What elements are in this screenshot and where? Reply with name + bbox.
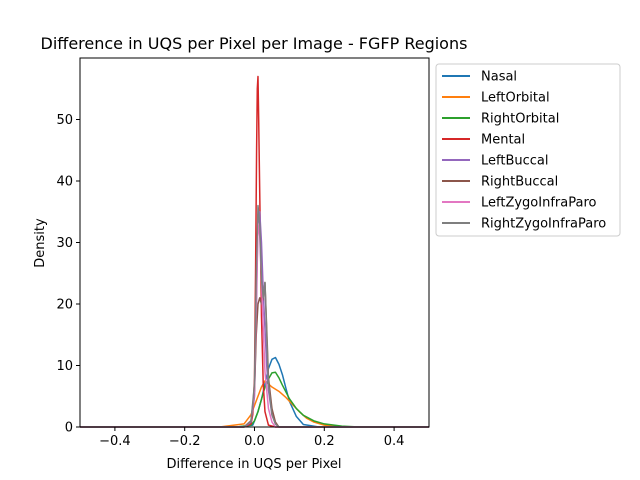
series-line-7 <box>80 204 429 428</box>
y-tick-label: 40 <box>56 175 73 190</box>
legend-box <box>435 63 621 237</box>
chart-title: Difference in UQS per Pixel per Image - … <box>41 34 468 53</box>
x-axis-label: Difference in UQS per Pixel <box>166 457 341 472</box>
legend-label-4: LeftBuccal <box>481 154 549 169</box>
x-axis: −0.4 −0.2 0.0 0.2 0.4 <box>99 427 404 449</box>
y-axis-label: Density <box>33 218 48 268</box>
legend-label-6: LeftZygoInfraParo <box>481 196 597 211</box>
y-tick-label: 0 <box>65 421 73 436</box>
x-tick-label: −0.4 <box>99 434 131 449</box>
legend-label-1: LeftOrbital <box>481 91 550 106</box>
series-line-2 <box>80 371 429 428</box>
y-axis: 0 10 20 30 40 50 <box>56 113 80 436</box>
legend-label-5: RightBuccal <box>481 175 558 190</box>
x-tick-label: 0.2 <box>314 434 335 449</box>
x-tick-label: 0.4 <box>384 434 405 449</box>
x-tick-label: −0.2 <box>169 434 201 449</box>
legend-label-7: RightZygoInfraParo <box>481 217 606 232</box>
legend-label-2: RightOrbital <box>481 112 559 127</box>
plot-lines <box>80 75 429 428</box>
legend: Nasal LeftOrbital RightOrbital Mental LeftBu… <box>435 63 621 237</box>
y-tick-label: 20 <box>56 298 73 313</box>
x-tick-label: 0.0 <box>244 434 265 449</box>
legend-label-3: Mental <box>481 133 525 148</box>
y-tick-label: 30 <box>56 236 73 251</box>
legend-label-0: Nasal <box>481 70 517 85</box>
y-tick-label: 50 <box>56 113 73 128</box>
y-tick-label: 10 <box>56 359 73 374</box>
